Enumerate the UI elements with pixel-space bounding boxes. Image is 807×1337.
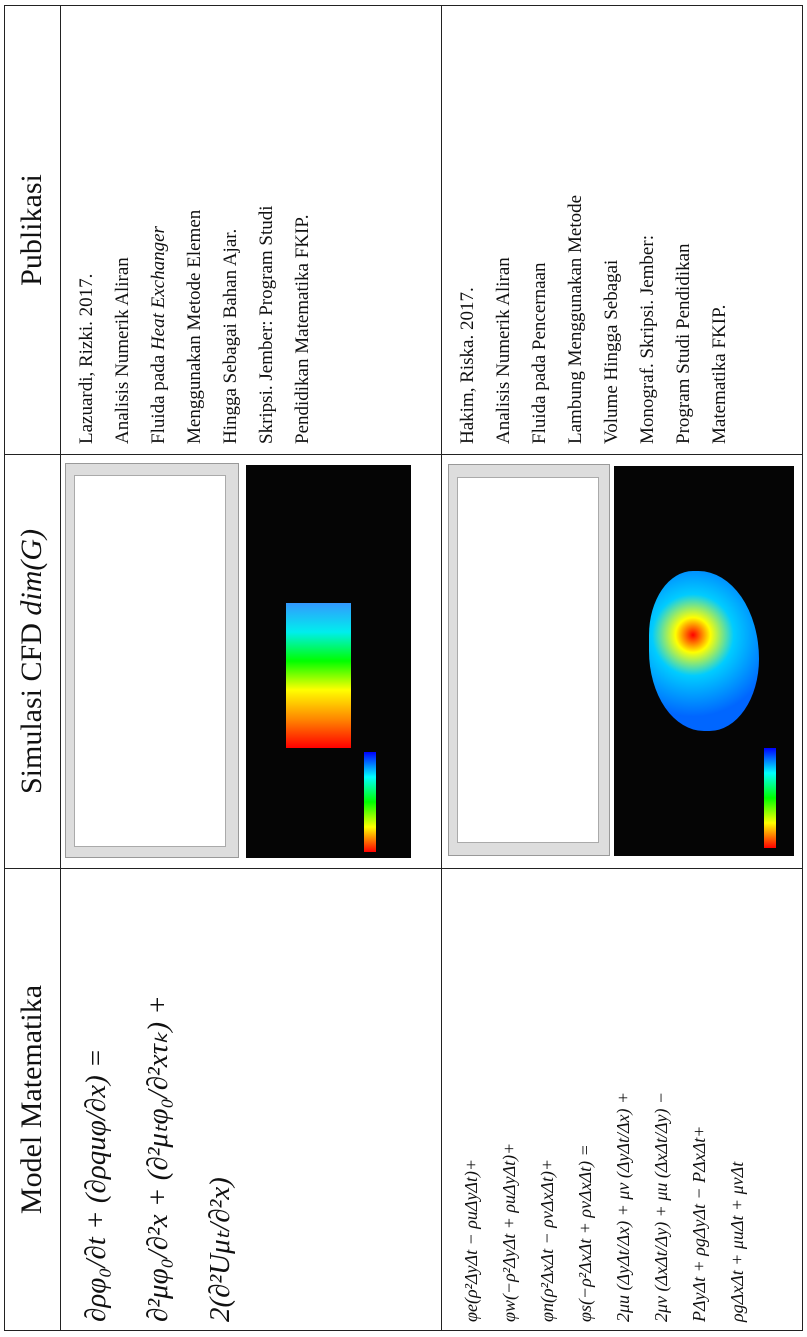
text-line: φw(−ρ²ΔyΔt + ρuΔyΔt)+ <box>490 869 528 1322</box>
publication-cell: Lazuardi, Rizki. 2017. Analisis Numerik A… <box>60 5 442 455</box>
text-line: φn(ρ²ΔxΔt − ρvΔxΔt)+ <box>528 869 566 1322</box>
page: Model Matematika Simulasi CFD dim(G) Pub… <box>0 0 807 1337</box>
colorbar <box>364 752 376 852</box>
text-line: Program Studi Pendidikan <box>666 6 702 444</box>
simulation-cell <box>60 454 442 869</box>
text-segment: Analisis Numerik Aliran <box>493 257 514 444</box>
text-line: Lambung Menggunakan Metode <box>558 6 594 444</box>
text-segment: Menggunakan Metode Elemen <box>184 210 205 444</box>
text-line: ρgΔxΔt + μuΔt + μvΔt <box>718 869 756 1322</box>
text-line: Analisis Numerik Aliran <box>486 6 522 444</box>
header-cell: Model Matematika <box>4 868 61 1331</box>
text-line: Lazuardi, Rizki. 2017. <box>69 6 105 444</box>
model-cell: ∂ρφ₀/∂t + (∂ρquφ/∂x) =∂²μφ₀/∂²x + (∂²μₜφ… <box>60 868 442 1331</box>
text-segment: Skripsi. Jember: Program Studi <box>256 205 277 444</box>
text-line: Volume Hingga Sebagai <box>594 6 630 444</box>
text-segment: Program Studi Pendidikan <box>673 243 694 444</box>
text-line: φs(−ρ²ΔxΔt + ρvΔxΔt) = <box>566 869 604 1322</box>
text-segment: Lambung Menggunakan Metode <box>565 195 586 444</box>
text-line: Matematika FKIP. <box>702 6 738 444</box>
plot-image <box>65 463 239 858</box>
contour <box>286 603 351 748</box>
contour-image <box>246 465 411 858</box>
text-segment: Simulasi CFD <box>15 616 48 794</box>
text-line: ∂ρφ₀/∂t + (∂ρquφ/∂x) = <box>65 869 127 1322</box>
model-cell: φe(ρ²ΔyΔt − ρuΔyΔt)+φw(−ρ²ΔyΔt + ρuΔyΔt)… <box>441 868 803 1331</box>
text-line: 2μu (ΔyΔt/Δx) + μv (ΔyΔt/Δx) + <box>604 869 642 1322</box>
simulation-cell <box>441 454 803 869</box>
text-segment: Hingga Sebagai Bahan Ajar. <box>220 229 241 444</box>
text-segment: Volume Hingga Sebagai <box>601 260 622 444</box>
text-segment: Lazuardi, Rizki. 2017. <box>76 274 97 444</box>
text-line: 2(∂²Uμₜ/∂²x) <box>189 869 251 1322</box>
text-line: Hakim, Riska. 2017. <box>450 6 486 444</box>
text-line: Fluida pada Pencernaan <box>522 6 558 444</box>
plot-image <box>448 464 610 856</box>
text-segment: Fluida pada Pencernaan <box>529 263 550 444</box>
text-segment: Pendidikan Matematika FKIP. <box>292 214 313 444</box>
text-segment: Analisis Numerik Aliran <box>112 257 133 444</box>
header-cell: Publikasi <box>4 5 61 455</box>
text-line: Skripsi. Jember: Program Studi <box>249 6 285 444</box>
plot-area <box>74 475 226 847</box>
text-segment: Heat Exchanger <box>148 226 169 350</box>
text-line: Pendidikan Matematika FKIP. <box>285 6 321 444</box>
rotated-page: Model Matematika Simulasi CFD dim(G) Pub… <box>0 0 807 1337</box>
colorbar <box>764 748 776 848</box>
text-line: Analisis Numerik Aliran <box>105 6 141 444</box>
text-line: Menggunakan Metode Elemen <box>177 6 213 444</box>
publication-cell: Hakim, Riska. 2017. Analisis Numerik Alir… <box>441 5 803 455</box>
text-line: ∂²μφ₀/∂²x + (∂²μₜφ₀/∂²xτₖ) + <box>127 869 189 1322</box>
text-line: PΔyΔt + ρgΔyΔt − PΔxΔt+ <box>680 869 718 1322</box>
text-segment: Fluida pada <box>148 350 169 444</box>
text-line: Fluida pada Heat Exchanger <box>141 6 177 444</box>
text-segment: Hakim, Riska. 2017. <box>457 287 478 444</box>
contour <box>649 571 759 731</box>
text-line: φe(ρ²ΔyΔt − ρuΔyΔt)+ <box>452 869 490 1322</box>
header-cell: Simulasi CFD dim(G) <box>4 454 61 869</box>
table: Model Matematika Simulasi CFD dim(G) Pub… <box>4 5 803 1331</box>
text-segment: Monograf. Skripsi. Jember: <box>637 235 658 444</box>
plot-area <box>457 477 599 843</box>
contour-image <box>614 466 794 856</box>
text-segment: Model Matematika <box>15 985 48 1214</box>
text-segment: Matematika FKIP. <box>709 305 730 444</box>
text-segment: dim(G) <box>15 529 48 616</box>
text-line: Monograf. Skripsi. Jember: <box>630 6 666 444</box>
text-segment: Publikasi <box>15 174 48 286</box>
text-line: Hingga Sebagai Bahan Ajar. <box>213 6 249 444</box>
text-line: 2μv (ΔxΔt/Δy) + μu (ΔxΔt/Δy) − <box>642 869 680 1322</box>
